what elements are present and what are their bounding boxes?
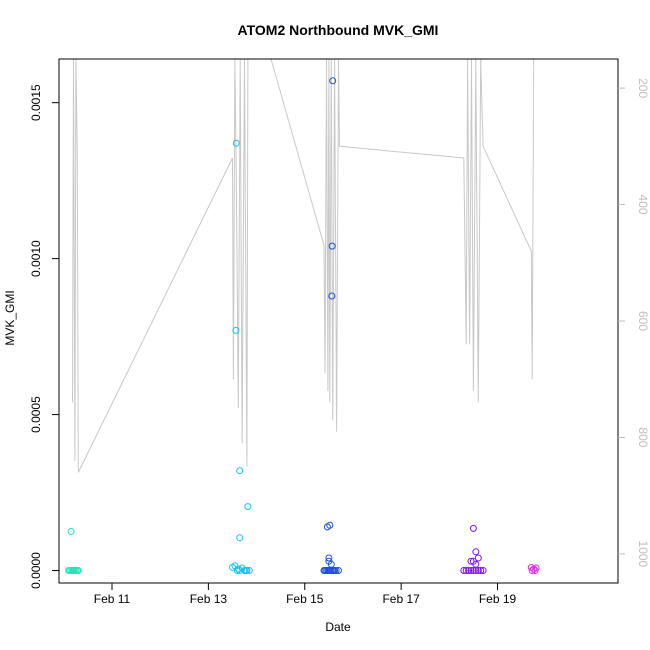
y2-tick-label: 400 [636, 195, 650, 215]
data-point [244, 503, 252, 511]
y-tick-label: 0.0015 [29, 84, 43, 121]
data-point [532, 564, 540, 572]
x-axis: Feb 11 Feb 13 Feb 15 Feb 17 Feb 19 [94, 583, 517, 606]
data-point [472, 548, 480, 556]
data-point [234, 565, 242, 573]
data-point [467, 567, 475, 574]
depth-line-layer [72, 58, 535, 473]
depth-line [72, 58, 535, 473]
data-point [232, 139, 240, 147]
y-tick-label: 0.0005 [29, 396, 43, 433]
y2-tick-label: 200 [636, 78, 650, 98]
data-point [232, 326, 240, 334]
data-point [74, 567, 82, 574]
y2-tick-label: 1000 [636, 541, 650, 568]
chart-title: ATOM2 Northbound MVK_GMI [238, 22, 439, 38]
y-tick-label: 0.0000 [29, 552, 43, 589]
data-point [467, 557, 475, 565]
data-point [479, 567, 487, 574]
data-point [465, 567, 473, 574]
data-point [460, 567, 468, 574]
data-point [245, 567, 253, 574]
data-point [477, 567, 485, 574]
data-point [326, 521, 334, 529]
data-point [462, 567, 470, 574]
y-tick-label: 0.0010 [29, 240, 43, 277]
y-axis-right: 200 400 600 800 1000 [618, 78, 650, 568]
points-layer [65, 77, 540, 574]
y2-tick-label: 600 [636, 311, 650, 331]
data-point [67, 528, 75, 535]
x-tick-label: Feb 15 [286, 592, 324, 606]
x-tick-label: Feb 19 [479, 592, 517, 606]
y2-tick-label: 800 [636, 427, 650, 447]
data-point [236, 534, 244, 542]
data-point [469, 524, 477, 532]
data-point [327, 560, 335, 568]
x-tick-label: Feb 17 [382, 592, 420, 606]
data-point [474, 554, 482, 562]
data-point [328, 292, 336, 300]
data-point [329, 77, 337, 85]
data-point [236, 467, 244, 475]
data-point [469, 567, 477, 574]
data-point [335, 567, 342, 574]
data-point [328, 242, 336, 250]
x-tick-label: Feb 11 [94, 592, 131, 606]
y-axis-left: 0.0000 0.0005 0.0010 0.0015 [29, 84, 59, 589]
data-point [332, 567, 340, 574]
x-axis-label: Date [325, 620, 351, 634]
data-point [474, 567, 482, 574]
data-point [243, 567, 251, 574]
x-tick-label: Feb 13 [190, 592, 228, 606]
y-axis-label: MVK_GMI [3, 290, 17, 345]
data-point [472, 560, 480, 568]
data-point [325, 554, 333, 562]
